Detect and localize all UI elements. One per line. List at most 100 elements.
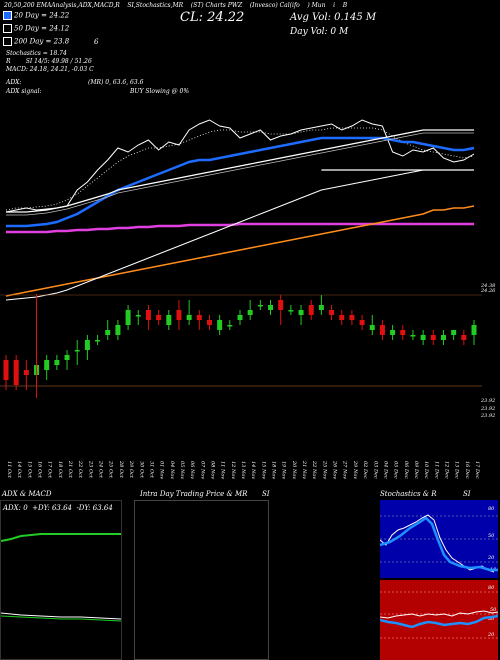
date-label: 05 Dec	[393, 461, 399, 479]
date-label: 01 Nov	[159, 461, 165, 479]
stoch-level-80: 80	[488, 506, 495, 512]
legend-ema50: 50 Day = 24.12	[3, 24, 69, 33]
stochastics-value: Stochastics = 18.74	[6, 50, 67, 57]
candle-body	[176, 310, 182, 320]
date-label: 25 Oct	[108, 460, 114, 479]
intraday-si-label: SI	[262, 490, 270, 498]
rsi-panel: 80 50 20 50	[380, 580, 498, 660]
date-label: 13 Nov	[240, 461, 246, 479]
date-label: 13 Dec	[454, 461, 460, 479]
candle-body	[3, 360, 9, 380]
rsi-line	[380, 610, 498, 619]
rsi-level-20: 20	[487, 632, 495, 638]
date-label: 11 Dec	[433, 461, 439, 479]
candle-body	[125, 310, 131, 325]
date-axis: 11 Oct 14 Oct 15 Oct 16 Oct 17 Oct 18 Oct 21 O…	[6, 460, 480, 479]
candle-body	[217, 320, 223, 330]
candle-body	[379, 325, 385, 335]
candle-body	[166, 315, 172, 325]
rsi-chart: 80 50 20 50	[380, 585, 498, 639]
stochastics-chart: 80 50 20 19	[380, 506, 498, 573]
stochastics-panel: 80 50 20 19	[380, 500, 498, 578]
candle-body	[145, 310, 151, 320]
candle-body	[400, 330, 406, 335]
candle-body	[390, 330, 396, 335]
date-label: 16 Dec	[464, 461, 470, 479]
candle-body	[308, 305, 314, 315]
legend-swatch-ema200	[3, 37, 12, 46]
candle-body	[461, 335, 467, 340]
close-label: CL: 24.22	[180, 10, 245, 25]
candle-body	[74, 350, 80, 352]
macd-line	[1, 612, 121, 620]
day-volume: Day Vol: 0 M	[290, 27, 349, 37]
adx-signal-label: ADX signal:	[6, 88, 42, 95]
legend-label-ema200: 200 Day = 23.8	[14, 37, 70, 46]
candle-body	[410, 335, 416, 337]
date-label: 09 Dec	[413, 461, 419, 479]
legend-label-ema20: 20 Day = 24.22	[14, 11, 70, 20]
date-label: 07 Nov	[199, 461, 205, 479]
date-label: 25 Nov	[321, 460, 327, 479]
date-label: 15 Nov	[260, 461, 266, 479]
ema200-line	[5, 205, 475, 297]
candle-body	[288, 310, 294, 312]
date-label: 03 Dec	[372, 461, 378, 479]
ema-long-white-line	[5, 169, 474, 301]
candle-body	[298, 310, 304, 315]
legend-label-ema50: 50 Day = 24.12	[14, 24, 70, 33]
candle-body	[84, 340, 90, 350]
candle-body	[186, 315, 192, 320]
date-label: 12 Nov	[230, 461, 236, 479]
date-label: 24 Oct	[98, 460, 104, 479]
rsi-level-80: 80	[488, 585, 495, 591]
date-label: 26 Nov	[332, 460, 338, 479]
stoch-si-label: SI	[463, 490, 471, 498]
date-label: 17 Dec	[474, 461, 480, 479]
candle-body	[339, 315, 345, 320]
date-label: 21 Oct	[67, 460, 73, 479]
date-label: 27 Nov	[342, 460, 348, 479]
candle-body	[359, 320, 365, 325]
date-label: 22 Oct	[77, 460, 83, 479]
candle-body	[135, 315, 141, 317]
date-label: 20 Nov	[291, 460, 297, 479]
candle-body	[237, 315, 243, 320]
date-label: 11 Nov	[220, 461, 226, 479]
candle-body	[369, 325, 375, 330]
candle-body	[471, 325, 477, 335]
ema50-band-line	[6, 132, 474, 216]
price-label: 23.92	[480, 406, 495, 412]
buy-signal: BUY Slowing @ 0%	[130, 88, 190, 95]
legend-swatch-ema20	[3, 11, 12, 20]
date-label: 30 Oct	[138, 461, 144, 479]
date-label: 22 Nov	[311, 460, 317, 479]
rsi-level-50: 50	[488, 616, 495, 622]
date-label: 12 Dec	[443, 461, 449, 479]
price-label: 24.38	[480, 283, 495, 289]
stoch-panel-title: Stochastics & R	[380, 490, 437, 498]
stoch-k-line	[380, 514, 495, 573]
adx-di-line	[1, 533, 121, 542]
candle-body	[440, 335, 446, 340]
adx-lines	[1, 533, 121, 622]
candle-body	[95, 340, 101, 342]
candle-body	[156, 315, 162, 320]
mr-value: (MR) 0, 63.6, 63.6	[88, 79, 144, 86]
date-label: 10 Dec	[423, 461, 429, 479]
avg-volume: Avg Vol: 0.145 M	[290, 12, 377, 23]
date-label: 18 Nov	[271, 461, 277, 479]
date-label: 19 Nov	[281, 461, 287, 479]
rsi-last: 50	[490, 607, 497, 613]
stoch-level-20: 20	[487, 555, 495, 561]
candle-body	[13, 360, 19, 385]
ema20-line	[6, 136, 475, 228]
date-label: 17 Oct	[47, 461, 53, 479]
candle-body	[268, 305, 274, 310]
candle-body	[115, 325, 121, 335]
stoch-d-line	[380, 516, 498, 572]
date-label: 29 Oct	[128, 460, 134, 479]
date-label: 14 Nov	[250, 461, 256, 479]
date-label: 04 Nov	[169, 461, 175, 479]
candle-body	[227, 325, 233, 327]
